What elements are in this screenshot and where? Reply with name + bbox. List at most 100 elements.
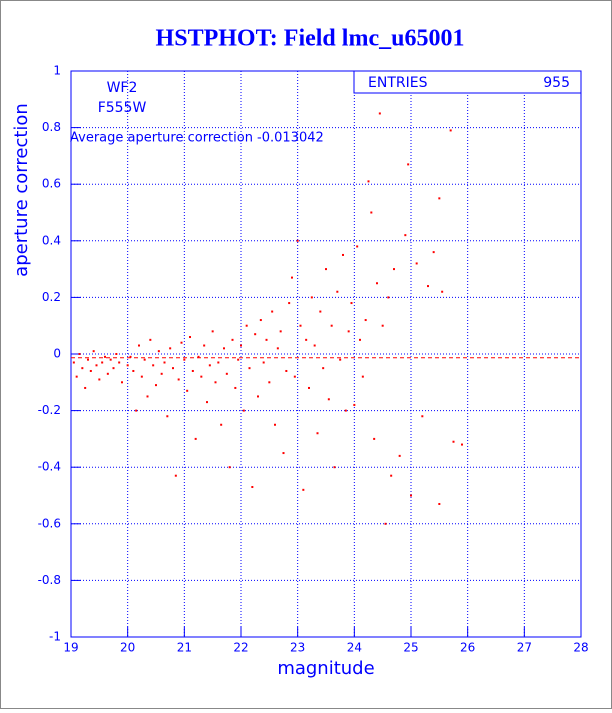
data-point	[262, 361, 265, 364]
data-point	[316, 432, 319, 435]
data-point	[293, 375, 296, 378]
annotation: Average aperture correction -0.013042	[70, 131, 324, 146]
x-axis-label: magnitude	[277, 658, 374, 679]
data-point	[381, 324, 384, 327]
data-point	[126, 364, 129, 367]
data-point	[75, 375, 78, 378]
x-tick-label: 24	[347, 641, 362, 655]
data-point	[353, 403, 356, 406]
y-tick-label: 0.2	[42, 290, 61, 304]
data-point	[203, 344, 206, 347]
data-point	[350, 302, 353, 305]
data-point	[104, 355, 106, 358]
data-point	[410, 494, 412, 497]
data-point	[257, 395, 259, 398]
data-point	[376, 282, 378, 285]
data-point	[449, 129, 452, 132]
data-point	[118, 361, 121, 364]
data-point	[302, 488, 305, 491]
y-tick-label: -0.8	[38, 573, 61, 587]
data-point	[373, 437, 376, 440]
data-point	[132, 369, 135, 372]
data-point	[208, 364, 211, 367]
data-point	[279, 330, 282, 333]
y-tick-label: -0.2	[38, 403, 61, 417]
data-point	[240, 344, 242, 347]
data-point	[313, 344, 316, 347]
data-point	[432, 251, 435, 254]
data-point	[274, 423, 276, 426]
y-axis-label: aperture correction	[11, 103, 32, 277]
x-tick-label: 19	[63, 641, 78, 655]
data-point	[384, 522, 387, 525]
x-tick-label: 20	[120, 641, 135, 655]
x-tick-label: 21	[177, 641, 192, 655]
data-point	[92, 350, 95, 353]
data-point	[78, 353, 81, 355]
x-tick-label: 23	[290, 641, 305, 655]
data-point	[393, 268, 395, 271]
data-point	[231, 338, 234, 341]
y-tick-label: 0.8	[42, 120, 61, 134]
data-point	[299, 324, 302, 327]
data-point	[191, 369, 194, 372]
data-point	[359, 338, 361, 341]
data-point	[339, 358, 342, 361]
data-point	[138, 344, 140, 347]
data-point	[200, 375, 203, 378]
data-point	[327, 398, 330, 401]
data-point	[87, 358, 89, 361]
data-point	[160, 372, 163, 375]
data-point	[89, 369, 92, 372]
data-point	[276, 347, 279, 350]
data-point	[152, 364, 155, 367]
data-point	[101, 361, 104, 364]
y-tick-label: 0	[53, 347, 61, 361]
data-point	[461, 443, 463, 446]
data-point	[206, 401, 208, 404]
data-point	[325, 268, 327, 271]
data-point	[194, 437, 197, 440]
data-point	[427, 285, 429, 288]
data-point	[166, 415, 169, 418]
data-point	[390, 474, 393, 477]
data-point	[228, 466, 231, 469]
data-point	[342, 253, 344, 256]
x-tick-label: 27	[517, 641, 532, 655]
data-point	[242, 409, 245, 412]
data-point	[438, 502, 441, 505]
data-point	[271, 310, 274, 313]
data-point	[84, 386, 87, 389]
data-point	[197, 355, 200, 358]
data-point	[177, 378, 180, 381]
data-point	[305, 338, 308, 341]
data-point	[248, 367, 251, 370]
data-point	[282, 452, 285, 455]
data-point	[407, 163, 410, 166]
y-tick-label: -0.4	[38, 460, 61, 474]
data-point	[214, 381, 217, 384]
data-point	[225, 372, 228, 375]
data-point	[180, 341, 183, 344]
y-tick-label: 0.4	[42, 233, 61, 247]
data-point	[217, 361, 220, 364]
data-point	[322, 367, 325, 370]
data-point	[109, 358, 112, 361]
data-point	[121, 381, 123, 384]
data-point	[347, 330, 350, 333]
x-tick-label: 22	[233, 641, 248, 655]
y-tick-label: -0.6	[38, 516, 61, 530]
data-point	[251, 486, 254, 489]
data-point	[135, 409, 138, 412]
data-point	[285, 369, 288, 372]
data-point	[296, 239, 299, 242]
data-point	[268, 381, 271, 384]
x-tick-label: 26	[460, 641, 475, 655]
data-point	[336, 290, 339, 293]
data-point	[143, 358, 146, 361]
data-point	[308, 386, 310, 389]
stats-box	[353, 70, 582, 94]
chart-title: HSTPHOT: Field lmc_u65001	[156, 26, 465, 52]
data-point	[319, 310, 322, 313]
